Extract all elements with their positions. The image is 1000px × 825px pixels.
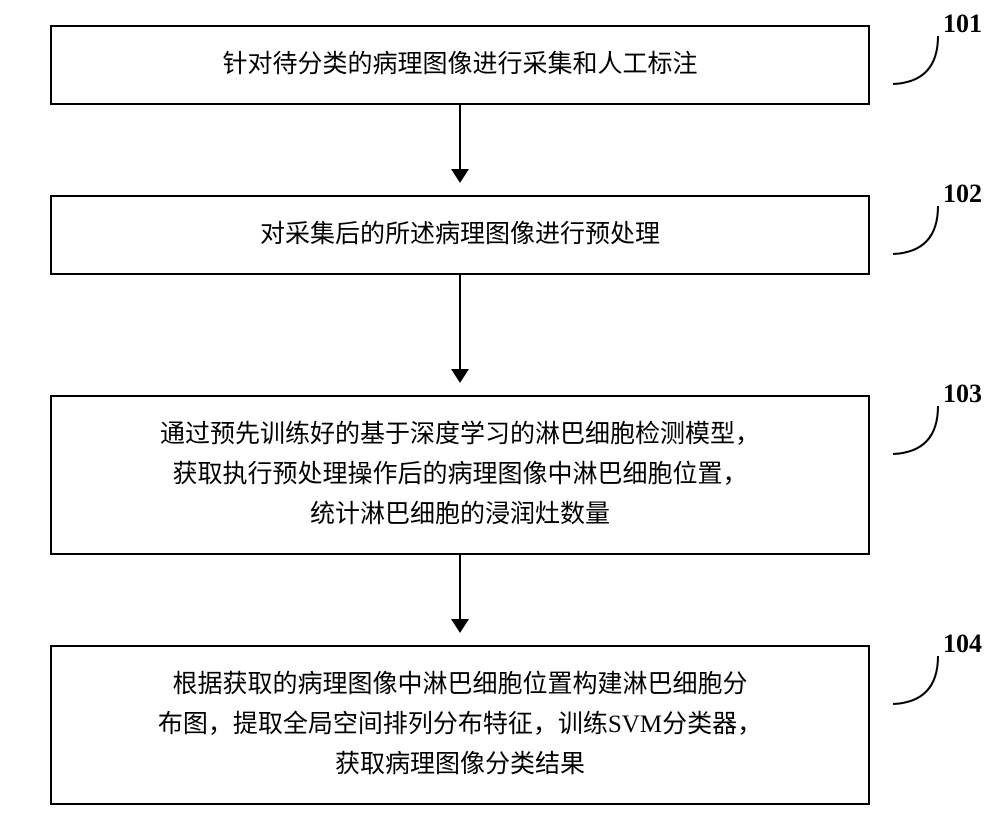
step-label: 103 bbox=[943, 379, 982, 409]
arrow-line bbox=[459, 105, 461, 181]
label-curve bbox=[893, 34, 943, 89]
flowchart-step-103: 通过预先训练好的基于深度学习的淋巴细胞检测模型， 获取执行预处理操作后的病理图像… bbox=[50, 395, 870, 555]
flowchart-step-104: 根据获取的病理图像中淋巴细胞位置构建淋巴细胞分 布图，提取全局空间排列分布特征，… bbox=[50, 645, 870, 805]
flowchart-step-101: 针对待分类的病理图像进行采集和人工标注 101 bbox=[50, 25, 870, 105]
step-label: 104 bbox=[943, 629, 982, 659]
label-curve bbox=[893, 404, 943, 459]
flowchart-arrow bbox=[50, 105, 870, 181]
arrow-line bbox=[459, 555, 461, 631]
step-label: 102 bbox=[943, 179, 982, 209]
arrow-line bbox=[459, 275, 461, 381]
label-curve bbox=[893, 654, 943, 709]
step-text: 针对待分类的病理图像进行采集和人工标注 bbox=[222, 45, 697, 85]
flowchart-arrow bbox=[50, 275, 870, 381]
step-text: 通过预先训练好的基于深度学习的淋巴细胞检测模型， 获取执行预处理操作后的病理图像… bbox=[160, 415, 760, 535]
flowchart-step-102: 对采集后的所述病理图像进行预处理 102 bbox=[50, 195, 870, 275]
label-curve bbox=[893, 204, 943, 259]
step-text: 根据获取的病理图像中淋巴细胞位置构建淋巴细胞分 布图，提取全局空间排列分布特征，… bbox=[158, 665, 762, 785]
step-text: 对采集后的所述病理图像进行预处理 bbox=[260, 215, 660, 255]
step-label: 101 bbox=[943, 9, 982, 39]
flowchart-arrow bbox=[50, 555, 870, 631]
